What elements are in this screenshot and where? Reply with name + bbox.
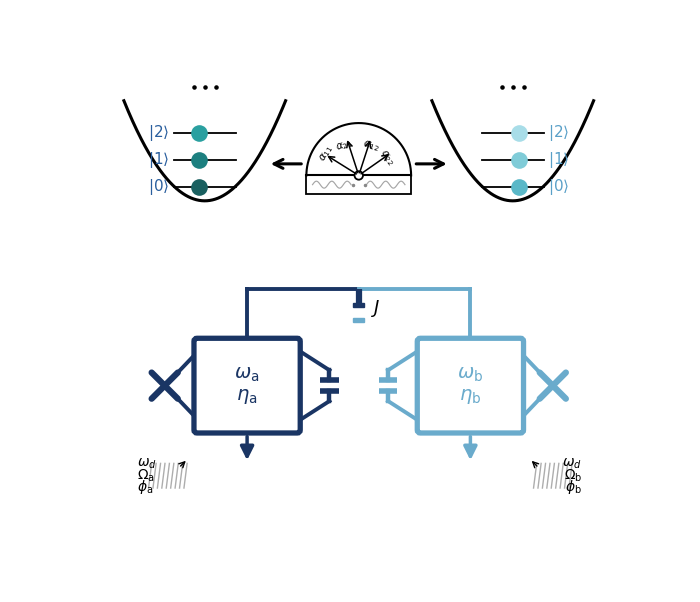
Text: $|1\rangle$: $|1\rangle$ <box>148 150 169 170</box>
Text: $\Omega_{\mathrm{a}}$: $\Omega_{\mathrm{a}}$ <box>137 468 155 484</box>
Text: $\alpha_{11}$: $\alpha_{11}$ <box>317 143 337 164</box>
Text: $\phi_{\mathrm{b}}$: $\phi_{\mathrm{b}}$ <box>565 478 582 496</box>
Text: $\omega_{\mathrm{b}}$: $\omega_{\mathrm{b}}$ <box>457 365 484 384</box>
Text: $\omega_d$: $\omega_d$ <box>137 457 157 471</box>
Text: $\eta_{\mathrm{b}}$: $\eta_{\mathrm{b}}$ <box>459 387 482 406</box>
Bar <box>354 318 364 321</box>
Text: $|2\rangle$: $|2\rangle$ <box>148 123 169 143</box>
FancyBboxPatch shape <box>194 338 300 433</box>
Text: $\alpha_{12}$: $\alpha_{12}$ <box>361 137 381 154</box>
Text: $\omega_{\mathrm{a}}$: $\omega_{\mathrm{a}}$ <box>234 365 260 384</box>
Text: $\Omega_{\mathrm{b}}$: $\Omega_{\mathrm{b}}$ <box>564 468 582 484</box>
Text: $\phi_{\mathrm{a}}$: $\phi_{\mathrm{a}}$ <box>137 478 153 496</box>
Text: $\alpha_{21}$: $\alpha_{21}$ <box>335 137 355 154</box>
FancyBboxPatch shape <box>417 338 524 433</box>
Text: $\eta_{\mathrm{a}}$: $\eta_{\mathrm{a}}$ <box>237 387 258 406</box>
Text: $J$: $J$ <box>371 298 381 319</box>
Text: $\alpha_{22}$: $\alpha_{22}$ <box>377 147 397 168</box>
Text: $\omega_d$: $\omega_d$ <box>562 457 582 471</box>
Circle shape <box>354 171 363 179</box>
Text: $|2\rangle$: $|2\rangle$ <box>548 123 570 143</box>
Text: $|0\rangle$: $|0\rangle$ <box>148 177 169 197</box>
Text: $|1\rangle$: $|1\rangle$ <box>548 150 570 170</box>
Bar <box>354 303 364 307</box>
Text: $|0\rangle$: $|0\rangle$ <box>548 177 570 197</box>
Bar <box>307 175 411 194</box>
